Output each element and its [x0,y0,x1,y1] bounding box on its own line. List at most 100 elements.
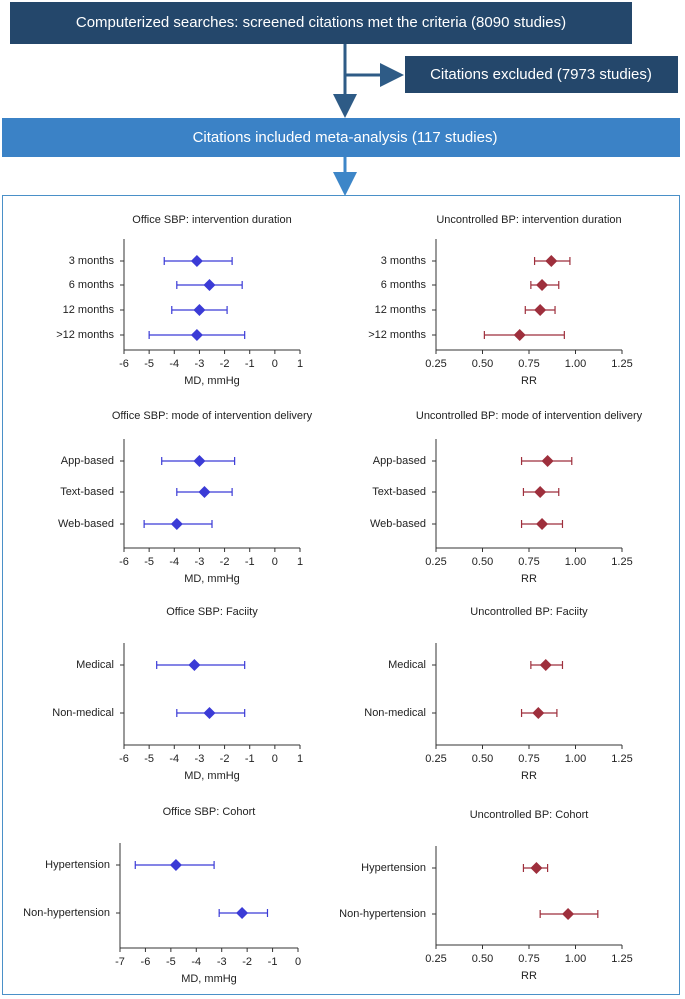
point-estimate [203,279,216,291]
flow-box [2,118,680,157]
x-tick-label: -4 [169,358,179,370]
point-estimate [188,659,201,671]
chart-title: Uncontrolled BP: Faciity [470,606,588,618]
row-label: Non-medical [52,707,114,719]
x-tick-label: -3 [195,753,205,765]
row-label: >12 months [368,329,426,341]
panel-frame [2,195,680,995]
row-label: Hypertension [361,862,426,874]
flow-text: Citations excluded (7973 studies) [430,66,652,83]
chart-title: Office SBP: Cohort [163,806,256,818]
point-estimate [203,707,216,719]
row-label: 3 months [69,255,115,267]
x-tick-label: -3 [195,358,205,370]
point-estimate [536,279,549,291]
x-tick-label: 0.75 [518,753,539,765]
point-estimate [513,329,526,341]
x-tick-label: -1 [268,956,278,968]
chart-title: Uncontrolled BP: mode of intervention de… [416,410,643,422]
point-estimate [562,908,575,920]
point-estimate [541,455,554,467]
x-tick-label: 1 [297,358,303,370]
x-tick-label: 1.25 [611,753,632,765]
row-label: Non-medical [364,707,426,719]
x-tick-label: 1.25 [611,358,632,370]
x-tick-label: 1.00 [565,953,586,965]
row-label: 3 months [381,255,427,267]
x-tick-label: 0.50 [472,953,493,965]
x-axis-label: RR [521,375,537,387]
x-tick-label: -6 [119,556,129,568]
x-tick-label: 0 [295,956,301,968]
x-axis-label: MD, mmHg [184,375,240,387]
x-tick-label: 0.25 [425,953,446,965]
x-tick-label: -5 [166,956,176,968]
row-label: 12 months [63,304,115,316]
x-tick-label: 0.50 [472,358,493,370]
point-estimate [190,329,203,341]
x-tick-label: 0.75 [518,556,539,568]
x-tick-label: -2 [242,956,252,968]
x-tick-label: 0.25 [425,753,446,765]
row-label: 6 months [381,279,427,291]
point-estimate [236,907,249,919]
x-tick-label: 0.50 [472,753,493,765]
point-estimate [198,486,211,498]
row-label: Medical [76,659,114,671]
x-tick-label: -6 [119,358,129,370]
flow-box [405,56,678,93]
point-estimate [169,859,182,871]
flow-box [10,2,632,44]
x-tick-label: -2 [220,753,230,765]
point-estimate [536,518,549,530]
x-tick-label: -5 [144,358,154,370]
row-label: Non-hypertension [339,908,426,920]
x-tick-label: -2 [220,358,230,370]
point-estimate [193,304,206,316]
x-tick-label: -6 [141,956,151,968]
row-label: Hypertension [45,859,110,871]
row-label: Medical [388,659,426,671]
row-label: Text-based [372,486,426,498]
x-tick-label: -5 [144,753,154,765]
x-tick-label: 0.75 [518,358,539,370]
point-estimate [545,255,558,267]
chart-title: Uncontrolled BP: intervention duration [436,214,621,226]
chart-title: Uncontrolled BP: Cohort [470,809,589,821]
point-estimate [530,862,543,874]
x-tick-label: 1.00 [565,753,586,765]
x-tick-label: -5 [144,556,154,568]
x-tick-label: -4 [191,956,201,968]
x-tick-label: -3 [217,956,227,968]
x-tick-label: -1 [245,556,255,568]
x-tick-label: 0.75 [518,953,539,965]
row-label: Web-based [370,518,426,530]
row-label: 12 months [375,304,427,316]
x-tick-label: -4 [169,753,179,765]
x-axis-label: RR [521,970,537,982]
x-axis-label: MD, mmHg [184,770,240,782]
x-tick-label: 1.00 [565,358,586,370]
flow-text: Citations included meta-analysis (117 st… [193,129,498,146]
x-tick-label: 0.50 [472,556,493,568]
x-tick-label: 1.25 [611,953,632,965]
x-tick-label: 0 [272,556,278,568]
x-tick-label: 1.00 [565,556,586,568]
x-tick-label: 1 [297,556,303,568]
flow-text: Computerized searches: screened citation… [76,14,566,31]
x-axis-label: RR [521,573,537,585]
x-tick-label: 0.25 [425,556,446,568]
point-estimate [534,304,547,316]
point-estimate [532,707,545,719]
row-label: Web-based [58,518,114,530]
row-label: >12 months [56,329,114,341]
x-tick-label: -7 [115,956,125,968]
point-estimate [193,455,206,467]
point-estimate [534,486,547,498]
x-tick-label: -3 [195,556,205,568]
chart-title: Office SBP: Faciity [166,606,258,618]
x-tick-label: -6 [119,753,129,765]
point-estimate [170,518,183,530]
point-estimate [539,659,552,671]
